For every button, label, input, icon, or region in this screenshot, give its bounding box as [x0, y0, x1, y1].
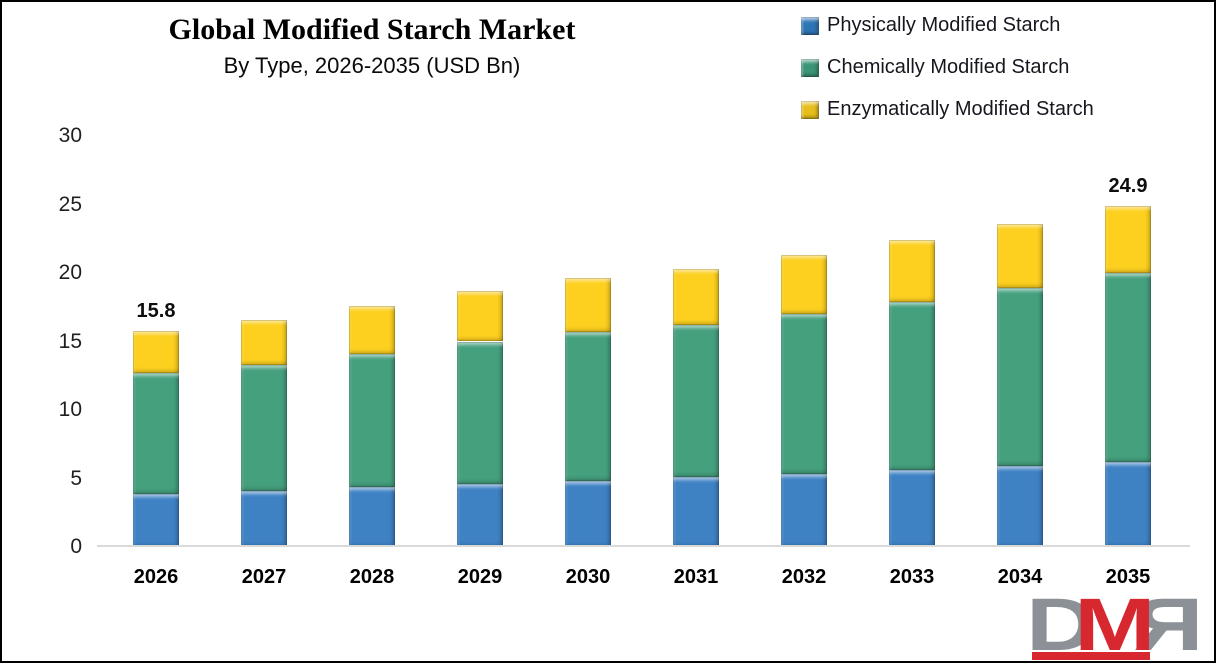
legend-item-enzymatically: Enzymatically Modified Starch — [801, 98, 1094, 121]
bar-segment-chemically-2033 — [889, 301, 935, 471]
legend-item-label: Chemically Modified Starch — [827, 56, 1070, 78]
legend-item-label: Physically Modified Starch — [827, 14, 1061, 36]
y-axis-tick-label: 10 — [58, 398, 82, 421]
physically-modified-swatch-icon — [801, 16, 819, 35]
bar-segment-physically-2032 — [781, 474, 827, 547]
bar-segment-chemically-2034 — [997, 288, 1043, 467]
x-axis-tick-label: 2035 — [1105, 566, 1151, 588]
bar-segment-enzymatically-2033 — [889, 240, 935, 302]
bar-segment-enzymatically-2029 — [457, 290, 503, 342]
bar-segment-physically-2031 — [673, 477, 719, 547]
chart-subtitle: By Type, 2026-2035 (USD Bn) — [223, 53, 521, 78]
legend-item-physically: Physically Modified Starch — [801, 14, 1094, 37]
x-axis-tick-label: 2034 — [997, 566, 1043, 588]
bar-segment-enzymatically-2028 — [349, 305, 395, 354]
bar-segment-chemically-2031 — [673, 325, 719, 478]
enzymatically-modified-swatch-icon — [801, 100, 819, 119]
legend-item-chemically: Chemically Modified Starch — [801, 56, 1094, 79]
bar-segment-enzymatically-2030 — [565, 278, 611, 332]
bar-value-label-2035: 24.9 — [1108, 174, 1148, 197]
bar-segment-chemically-2029 — [457, 341, 503, 484]
bar-segment-chemically-2026 — [133, 373, 179, 494]
logo-letter-d: D — [1026, 583, 1097, 663]
bar-segment-physically-2029 — [457, 483, 503, 547]
x-axis-tick-label: 2032 — [781, 566, 827, 588]
chemically-modified-swatch-icon — [801, 58, 819, 77]
bar-segment-enzymatically-2034 — [997, 223, 1043, 289]
y-axis-tick-label: 30 — [58, 124, 82, 147]
bar-segment-physically-2034 — [997, 466, 1043, 547]
x-axis-line — [97, 545, 1190, 547]
x-axis-tick-label: 2026 — [133, 566, 179, 588]
bar-segment-physically-2026 — [133, 493, 179, 547]
bar-segment-chemically-2032 — [781, 314, 827, 475]
dmr-logo: D M R — [1026, 583, 1204, 663]
x-axis-tick-label: 2030 — [565, 566, 611, 588]
x-axis-tick-label: 2031 — [673, 566, 719, 588]
y-axis-tick-label: 15 — [58, 329, 82, 353]
y-axis-tick-label: 0 — [70, 535, 82, 558]
x-axis-tick-label: 2029 — [457, 566, 503, 588]
bar-segment-physically-2027 — [241, 490, 287, 547]
legend: Physically Modified Starch Chemically Mo… — [801, 14, 1094, 140]
y-axis-tick-label: 25 — [58, 192, 82, 216]
y-axis-tick-label: 20 — [58, 261, 82, 284]
bar-segment-enzymatically-2026 — [133, 330, 179, 373]
legend-item-label: Enzymatically Modified Starch — [827, 98, 1094, 120]
bar-value-label-2026: 15.8 — [136, 299, 176, 322]
bar-segment-physically-2028 — [349, 486, 395, 547]
chart-title: Global Modified Starch Market — [168, 13, 576, 46]
title-block: Global Modified Starch Market By Type, 2… — [32, 12, 712, 80]
bar-segment-physically-2033 — [889, 470, 935, 547]
x-axis-tick-label: 2033 — [889, 566, 935, 588]
bar-segment-enzymatically-2027 — [241, 319, 287, 365]
logo-letter-m: M — [1074, 583, 1156, 663]
bar-segment-chemically-2030 — [565, 331, 611, 482]
bar-segment-chemically-2027 — [241, 364, 287, 491]
bar-segment-chemically-2035 — [1105, 273, 1151, 463]
bar-segment-enzymatically-2031 — [673, 268, 719, 326]
x-axis-tick-label: 2027 — [241, 566, 287, 588]
bar-segment-physically-2035 — [1105, 462, 1151, 547]
bar-segment-enzymatically-2032 — [781, 255, 827, 315]
y-axis-tick-label: 5 — [70, 466, 82, 490]
logo-underline — [1032, 652, 1150, 660]
bar-segment-physically-2030 — [565, 481, 611, 547]
bar-segment-chemically-2028 — [349, 353, 395, 487]
bar-segment-enzymatically-2035 — [1105, 205, 1151, 273]
x-axis-tick-label: 2028 — [349, 566, 395, 588]
